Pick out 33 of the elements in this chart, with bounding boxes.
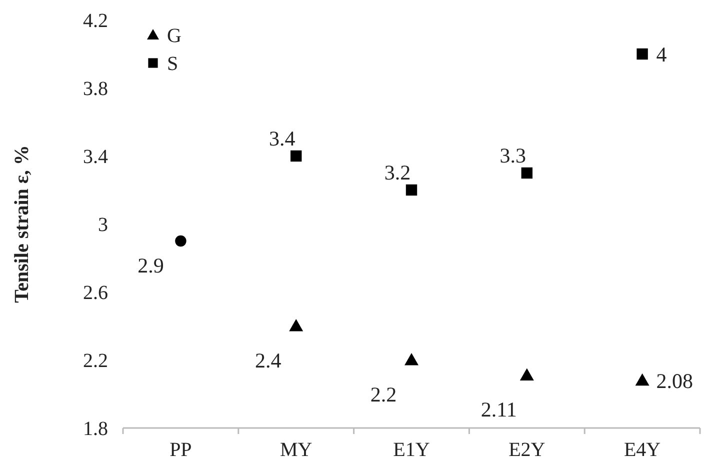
x-tick-label: MY xyxy=(280,439,312,461)
point xyxy=(635,373,650,386)
point xyxy=(406,184,418,196)
data-label: 3.3 xyxy=(500,143,526,168)
point xyxy=(520,368,534,381)
x-tick-label: E1Y xyxy=(393,439,430,461)
data-label: 3.4 xyxy=(268,126,296,150)
y-tick-label: 2.2 xyxy=(83,350,108,372)
data-label: 2.2 xyxy=(370,382,397,406)
y-tick-label: 3.4 xyxy=(83,146,108,168)
data-label: 4 xyxy=(656,42,668,66)
y-tick-label: 4.2 xyxy=(83,10,108,32)
y-tick-label: 2.6 xyxy=(83,282,108,304)
data-label: 2.08 xyxy=(656,368,694,393)
point xyxy=(636,48,648,60)
y-tick-label: 3 xyxy=(98,214,108,236)
data-label: 3.2 xyxy=(384,160,411,184)
x-tick-label: PP xyxy=(170,439,192,461)
point xyxy=(289,319,304,332)
point xyxy=(404,353,418,366)
y-tick-label: 1.8 xyxy=(83,418,108,440)
legend-label: S xyxy=(167,53,178,75)
x-tick-label: E2Y xyxy=(508,439,546,461)
point xyxy=(290,150,302,162)
point xyxy=(175,235,186,247)
legend-label: G xyxy=(167,25,182,47)
data-label: 2.4 xyxy=(254,348,282,372)
data-label: 2.11 xyxy=(480,398,517,422)
y-axis-title: Tensile strain ε, % xyxy=(11,145,33,303)
x-tick-label: E4Y xyxy=(624,439,661,461)
y-tick-label: 3.8 xyxy=(83,78,108,100)
data-label: 2.9 xyxy=(138,253,164,278)
point xyxy=(521,167,532,179)
